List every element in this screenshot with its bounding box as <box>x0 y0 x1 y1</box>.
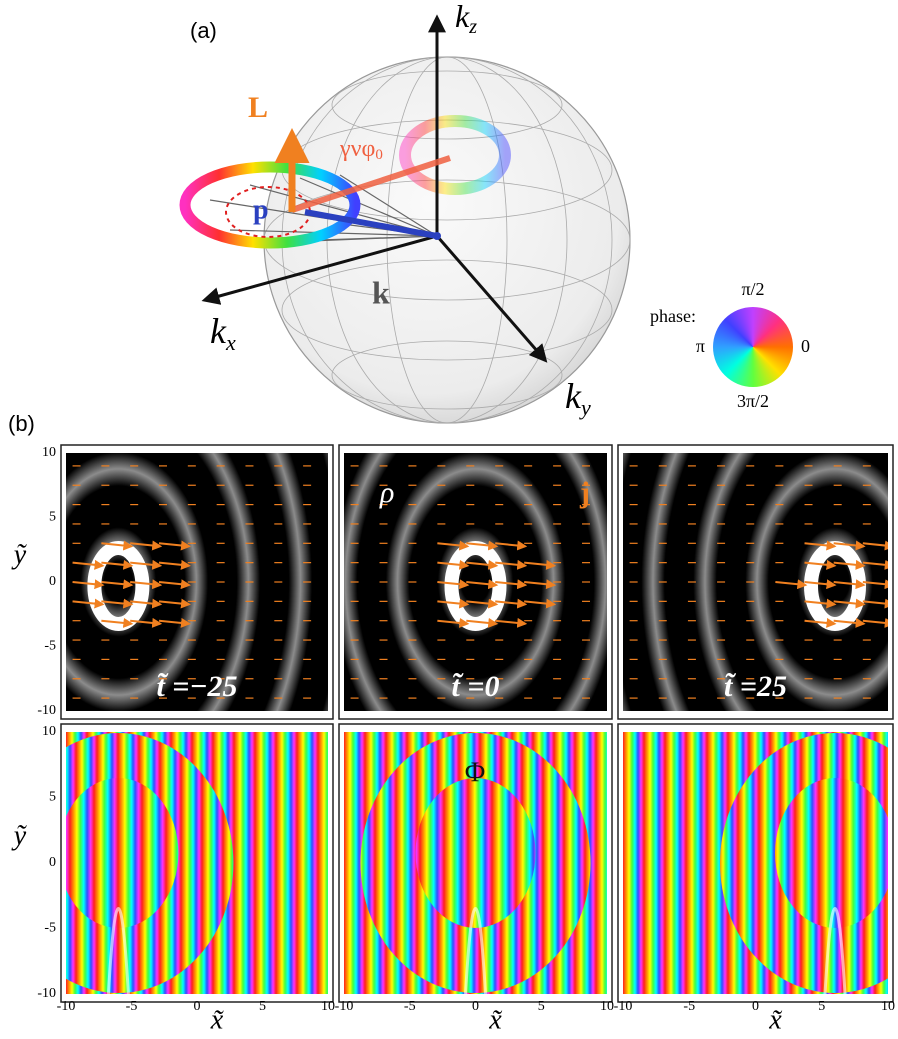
x-axis-label: x̃ <box>210 1004 225 1035</box>
y-tick-label: -5 <box>44 921 56 936</box>
figure: (a) kz kx ky L p k γνφ0 phase: π/2 π 0 3… <box>0 0 898 1039</box>
x-tick-label: 10 <box>321 999 335 1014</box>
x-tick-label: -5 <box>683 999 695 1014</box>
p-label: p <box>253 194 269 225</box>
x-tick-label: 5 <box>818 999 825 1014</box>
x-tick-label: 0 <box>194 999 201 1014</box>
x-tick-label: 0 <box>752 999 759 1014</box>
panel-label: (a) <box>190 18 217 43</box>
L-label: L <box>248 91 268 124</box>
x-tick-label: 5 <box>538 999 545 1014</box>
y-tick-label: -10 <box>37 703 56 718</box>
phase-label: Φ <box>465 757 485 788</box>
density-label: ρ <box>379 476 394 509</box>
phase-ring <box>775 778 895 928</box>
x-tick-label: 10 <box>600 999 614 1014</box>
x-axis-label: x̃ <box>488 1004 503 1035</box>
phase-map <box>623 732 898 994</box>
y-tick-label: -10 <box>37 986 56 1001</box>
x-tick-label: -10 <box>57 999 76 1014</box>
origin <box>433 232 441 240</box>
y-axis-label: ỹ <box>11 539 28 570</box>
k-label: k <box>372 274 390 310</box>
time-label: t̃ =−25 <box>156 670 237 703</box>
y-tick-label: 10 <box>42 445 56 460</box>
phase-bottom: 3π/2 <box>737 391 769 411</box>
phase-title: phase: <box>650 306 696 326</box>
panel-b: t̃ =−25 -10 -5 0 5 10 x̃ t̃ =0 -10 -5 0 5 10 x̃ t̃ =25… <box>3 445 898 1035</box>
ky-label: ky <box>565 376 591 420</box>
y-tick-label: 0 <box>49 574 56 589</box>
y-tick-label: -5 <box>44 639 56 654</box>
x-axis-label: x̃ <box>768 1004 783 1035</box>
phase-ring <box>58 778 178 928</box>
x-tick-label: 0 <box>472 999 479 1014</box>
y-tick-label: 5 <box>49 790 56 805</box>
y-tick-label: 0 <box>49 855 56 870</box>
panel-label: (b) <box>8 411 35 436</box>
time-label: t̃ =0 <box>452 670 500 703</box>
x-tick-label: -10 <box>614 999 633 1014</box>
phase-ring <box>416 778 536 928</box>
phase-left: π <box>696 336 705 356</box>
phase-right: 0 <box>801 336 810 356</box>
x-tick-label: 10 <box>881 999 895 1014</box>
figure-canvas: (a) kz kx ky L p k γνφ0 phase: π/2 π 0 3… <box>0 0 898 1039</box>
y-axis-label: ỹ <box>11 820 28 851</box>
kz-label: kz <box>455 0 477 38</box>
y-tick-label: 10 <box>42 724 56 739</box>
time-label: t̃ =25 <box>724 670 787 703</box>
kx-label: kx <box>210 311 236 355</box>
x-tick-label: 5 <box>259 999 266 1014</box>
y-tick-label: 5 <box>49 510 56 525</box>
x-tick-label: -5 <box>404 999 416 1014</box>
x-tick-label: -10 <box>335 999 354 1014</box>
x-tick-label: -5 <box>126 999 138 1014</box>
phase-wheel <box>713 307 793 387</box>
current-label: j <box>579 476 590 509</box>
phase-top: π/2 <box>741 279 764 299</box>
